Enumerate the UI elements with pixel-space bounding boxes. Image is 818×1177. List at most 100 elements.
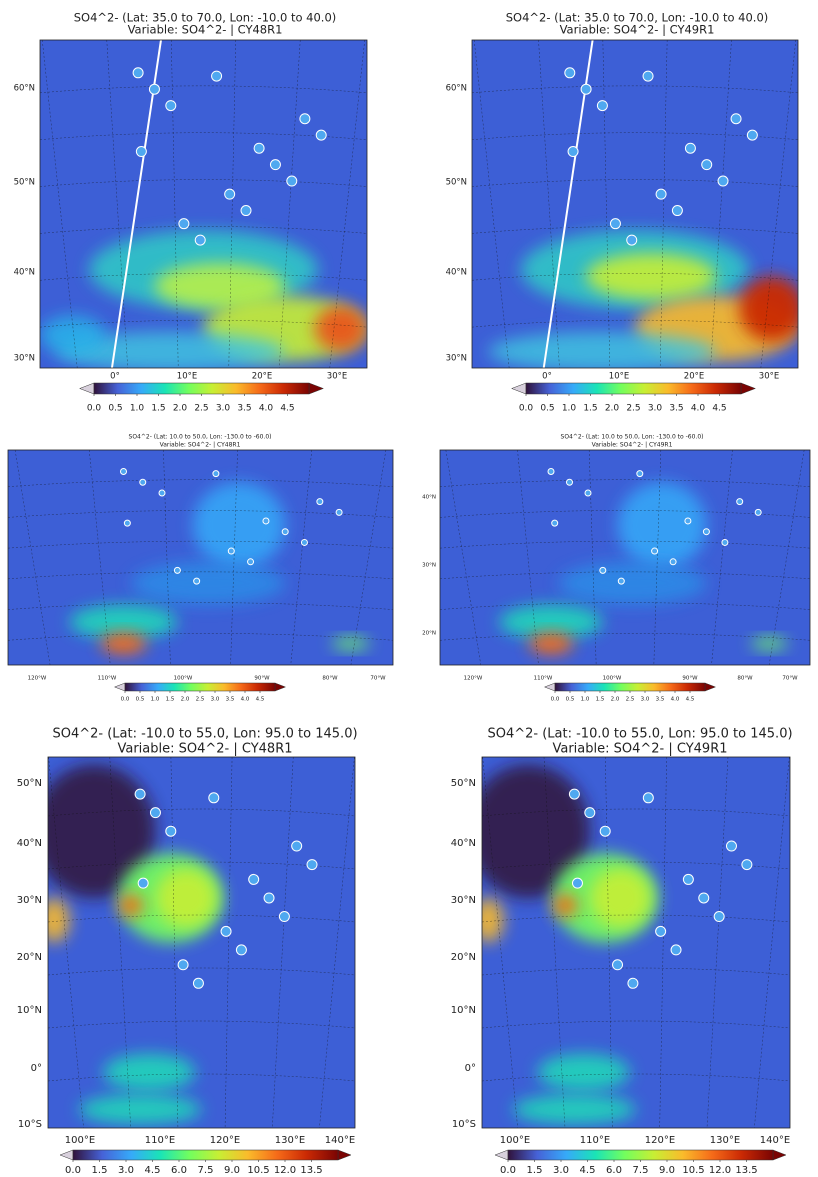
- graticule: [710, 40, 732, 368]
- colorbar-tick-label: 9.0: [659, 1165, 675, 1176]
- concentration-field: [69, 604, 178, 640]
- colorbar-tick-label: 2.5: [194, 404, 208, 414]
- map-subtitle: Variable: SO4^2- | CY49R1: [552, 742, 727, 757]
- map-area: [440, 450, 810, 665]
- colorbar-extend-low: [511, 382, 527, 395]
- graticule: [440, 479, 810, 487]
- colorbar-tick-label: 0.5: [540, 404, 554, 414]
- map-subtitle: Variable: SO4^2- | CY48R1: [128, 23, 283, 37]
- graticule: [48, 1020, 355, 1029]
- station: [609, 218, 621, 230]
- concentration-field: [488, 331, 717, 368]
- lat-label: 20°N: [422, 631, 436, 637]
- station: [551, 519, 559, 527]
- graticule: [445, 450, 482, 665]
- station: [651, 547, 659, 555]
- colorbar-tick-label: 4.0: [241, 697, 250, 703]
- concentration-field: [40, 315, 106, 355]
- graticule: [40, 179, 367, 187]
- station: [177, 959, 189, 971]
- graticule: [48, 861, 355, 870]
- graticule: [290, 450, 312, 665]
- colorbar-tick-label: 6.0: [171, 1165, 187, 1176]
- station: [208, 792, 220, 804]
- colorbar-extend-high: [274, 682, 287, 692]
- lat-label: 0°: [465, 1063, 476, 1074]
- lon-label: 0°: [542, 372, 552, 382]
- station: [148, 83, 160, 95]
- lon-label: 100°E: [65, 1135, 95, 1146]
- colorbar: [525, 382, 742, 395]
- station: [227, 547, 235, 555]
- map-subtitle: Variable: SO4^2- | CY49R1: [560, 23, 715, 37]
- colorbar-tick-label: 3.0: [553, 1165, 569, 1176]
- station: [725, 840, 737, 852]
- lon-label: 130°E: [275, 1135, 305, 1146]
- graticule: [482, 1020, 790, 1029]
- lon-label: 10°E: [177, 372, 197, 382]
- concentration-field: [331, 637, 370, 650]
- colorbar-tick-label: 1.5: [596, 697, 605, 703]
- station: [642, 792, 654, 804]
- concentration-field: [48, 897, 70, 943]
- colorbar-extend-low: [543, 682, 556, 692]
- graticule: [659, 757, 667, 1128]
- map-title: SO4^2- (Lat: 35.0 to 70.0, Lon: -10.0 to…: [506, 11, 769, 25]
- colorbar: [124, 682, 276, 692]
- station: [567, 146, 579, 158]
- station: [580, 83, 592, 95]
- lat-label: 60°N: [14, 84, 35, 94]
- graticule: [711, 450, 733, 665]
- lon-label: 90°W: [254, 676, 270, 682]
- station: [584, 489, 592, 497]
- concentration-field: [131, 561, 286, 605]
- concentration-field: [314, 305, 367, 352]
- concentration-field: [558, 561, 707, 605]
- concentration-field: [586, 253, 717, 300]
- graticule: [40, 319, 367, 328]
- station: [636, 470, 644, 478]
- colorbar-tick-label: 13.5: [735, 1165, 757, 1176]
- lon-label: 100°E: [500, 1135, 530, 1146]
- concentration-field: [482, 897, 504, 943]
- colorbar: [554, 682, 706, 692]
- colorbar-tick-label: 0.0: [500, 1165, 516, 1176]
- colorbar-tick-label: 4.5: [280, 404, 294, 414]
- colorbar-tick-label: 4.5: [712, 404, 726, 414]
- lon-label: 140°E: [325, 1135, 355, 1146]
- map-panel: SO4^2- (Lat: -10.0 to 55.0, Lon: 95.0 to…: [17, 727, 358, 1177]
- lat-label: 10°N: [451, 1005, 476, 1016]
- station: [192, 977, 204, 989]
- station: [123, 519, 131, 527]
- graticule: [48, 1073, 355, 1082]
- colorbar-tick-label: 2.5: [626, 404, 640, 414]
- lon-label: 110°E: [580, 1135, 610, 1146]
- graticule: [706, 757, 729, 1128]
- station: [247, 558, 255, 566]
- graticule: [42, 40, 78, 368]
- lat-label: 60°N: [446, 84, 467, 94]
- colorbar-tick-label: 3.0: [118, 1165, 134, 1176]
- concentration-field: [528, 632, 574, 655]
- station: [263, 892, 275, 904]
- map-panel: SO4^2- (Lat: 35.0 to 70.0, Lon: -10.0 to…: [446, 11, 799, 414]
- colorbar-tick-label: 4.5: [686, 697, 695, 703]
- station: [165, 825, 177, 837]
- colorbar-extend-high: [772, 1149, 787, 1161]
- graticule: [768, 450, 805, 665]
- colorbar-tick-label: 3.0: [216, 404, 231, 414]
- colorbar-tick-label: 1.5: [527, 1165, 543, 1176]
- lat-label: 30°N: [17, 895, 42, 906]
- colorbar-tick-label: 2.5: [626, 697, 635, 703]
- graticule: [14, 450, 51, 665]
- station: [224, 188, 236, 200]
- concentration-field: [103, 1053, 196, 1091]
- station: [701, 159, 713, 171]
- map-subtitle: Variable: SO4^2- | CY49R1: [592, 442, 673, 449]
- station: [134, 788, 146, 800]
- graticule: [48, 914, 355, 923]
- colorbar-tick-label: 1.0: [151, 697, 160, 703]
- graticule: [8, 540, 393, 549]
- concentration-field: [617, 482, 707, 569]
- station: [194, 234, 206, 246]
